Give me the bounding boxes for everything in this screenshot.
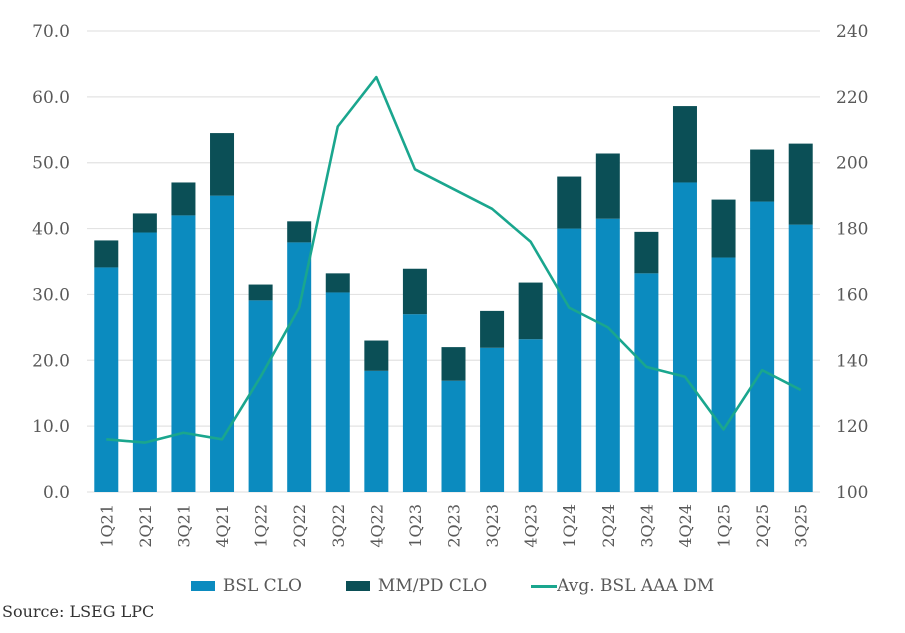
bar-bsl-clo [441, 380, 466, 492]
x-tick-label: 1Q22 [252, 504, 271, 548]
x-tick-label: 1Q23 [406, 504, 425, 548]
x-tick-label: 3Q23 [483, 504, 502, 548]
x-tick-label: 4Q22 [367, 504, 386, 548]
bar-bsl-clo [518, 339, 543, 492]
right-y-tick-label: 160 [836, 285, 868, 305]
x-tick-label: 2Q21 [136, 504, 155, 548]
bar-mm-pd-clo [672, 106, 697, 183]
bar-mm-pd-clo [94, 240, 119, 268]
bar-mm-pd-clo [132, 213, 157, 233]
x-tick-label: 3Q25 [792, 504, 811, 548]
legend-item-avg-bsl-aaa-dm: Avg. BSL AAA DM [531, 576, 714, 596]
bar-mm-pd-clo [634, 231, 659, 274]
right-y-tick-label: 200 [836, 154, 868, 174]
bar-bsl-clo [480, 347, 505, 492]
bar-bsl-clo [325, 292, 350, 492]
bar-bsl-clo [595, 218, 620, 492]
x-tick-label: 1Q24 [560, 504, 579, 548]
legend-swatch-avg-bsl-aaa-dm [531, 584, 558, 588]
bar-bsl-clo [672, 182, 697, 492]
left-y-tick-label: 30.0 [32, 285, 70, 305]
right-y-tick-label: 240 [836, 22, 868, 42]
source-note: Source: LSEG LPC [2, 602, 155, 621]
line-series [106, 75, 802, 444]
bar-mm-pd-clo [557, 176, 582, 229]
x-tick-label: 4Q23 [522, 504, 541, 548]
x-tick-label: 2Q22 [290, 504, 309, 548]
bar-bsl-clo [402, 314, 427, 492]
bar-mm-pd-clo [364, 340, 389, 371]
legend-swatch-bsl-clo [190, 581, 215, 591]
bar-mm-pd-clo [402, 268, 427, 315]
x-tick-label: 2Q25 [753, 504, 772, 548]
left-y-axis: 0.0 10.0 20.0 30.0 40.0 50.0 60.0 70.0 [32, 22, 70, 503]
bar-bsl-clo [711, 257, 736, 492]
bar-mm-pd-clo [171, 182, 196, 216]
right-y-tick-label: 120 [836, 417, 868, 437]
x-tick-label: 4Q24 [676, 504, 695, 548]
legend-label: BSL CLO [222, 576, 302, 596]
left-y-tick-label: 20.0 [32, 351, 70, 371]
legend-label: MM/PD CLO [377, 576, 488, 596]
x-tick-label: 3Q21 [174, 504, 193, 548]
right-y-tick-label: 220 [836, 88, 868, 108]
left-y-tick-label: 10.0 [32, 417, 70, 437]
bar-mm-pd-clo [287, 221, 312, 243]
bar-bsl-clo [132, 232, 157, 492]
bar-bsl-clo [248, 300, 273, 492]
bar-bsl-clo [287, 242, 312, 492]
legend-item-mm-pd-clo: MM/PD CLO [345, 576, 488, 596]
bar-bsl-clo [171, 215, 196, 492]
right-y-tick-label: 140 [836, 351, 868, 371]
bar-mm-pd-clo [210, 133, 235, 196]
bar-mm-pd-clo [788, 143, 813, 225]
bar-bsl-clo [364, 370, 389, 492]
bars [94, 106, 813, 493]
bar-bsl-clo [557, 228, 582, 493]
bar-mm-pd-clo [595, 153, 620, 219]
bar-bsl-clo [750, 201, 775, 492]
bar-mm-pd-clo [248, 284, 273, 301]
right-y-tick-label: 100 [836, 483, 868, 503]
bar-mm-pd-clo [480, 310, 505, 348]
legend: BSL CLO MM/PD CLO Avg. BSL AAA DM [0, 576, 905, 596]
right-y-tick-label: 180 [836, 220, 868, 240]
bar-mm-pd-clo [441, 347, 466, 381]
bar-bsl-clo [788, 224, 813, 492]
left-y-tick-label: 50.0 [32, 154, 70, 174]
x-tick-label: 1Q21 [97, 504, 116, 548]
x-axis: 1Q21 2Q21 3Q21 4Q21 1Q22 2Q22 3Q22 4Q22 1Q23 2Q23… [97, 504, 810, 548]
bar-mm-pd-clo [325, 273, 350, 293]
x-tick-label: 3Q24 [637, 504, 656, 548]
x-tick-label: 3Q22 [329, 504, 348, 548]
legend-swatch-mm-pd-clo [345, 581, 370, 591]
bar-bsl-clo [94, 267, 119, 492]
left-y-tick-label: 0.0 [43, 483, 70, 503]
left-y-tick-label: 60.0 [32, 88, 70, 108]
bar-mm-pd-clo [750, 149, 775, 202]
legend-item-bsl-clo: BSL CLO [190, 576, 302, 596]
bar-mm-pd-clo [711, 199, 736, 258]
left-y-tick-label: 70.0 [32, 22, 70, 42]
x-tick-label: 2Q24 [599, 504, 618, 548]
left-y-tick-label: 40.0 [32, 220, 70, 240]
legend-label: Avg. BSL AAA DM [557, 576, 715, 596]
x-tick-label: 1Q25 [715, 504, 734, 548]
x-tick-label: 2Q23 [445, 504, 464, 548]
x-tick-label: 4Q21 [213, 504, 232, 548]
bar-bsl-clo [634, 273, 659, 492]
right-y-axis: 100 120 140 160 180 200 220 240 [836, 22, 868, 503]
bar-mm-pd-clo [518, 282, 543, 340]
bar-bsl-clo [210, 195, 235, 492]
